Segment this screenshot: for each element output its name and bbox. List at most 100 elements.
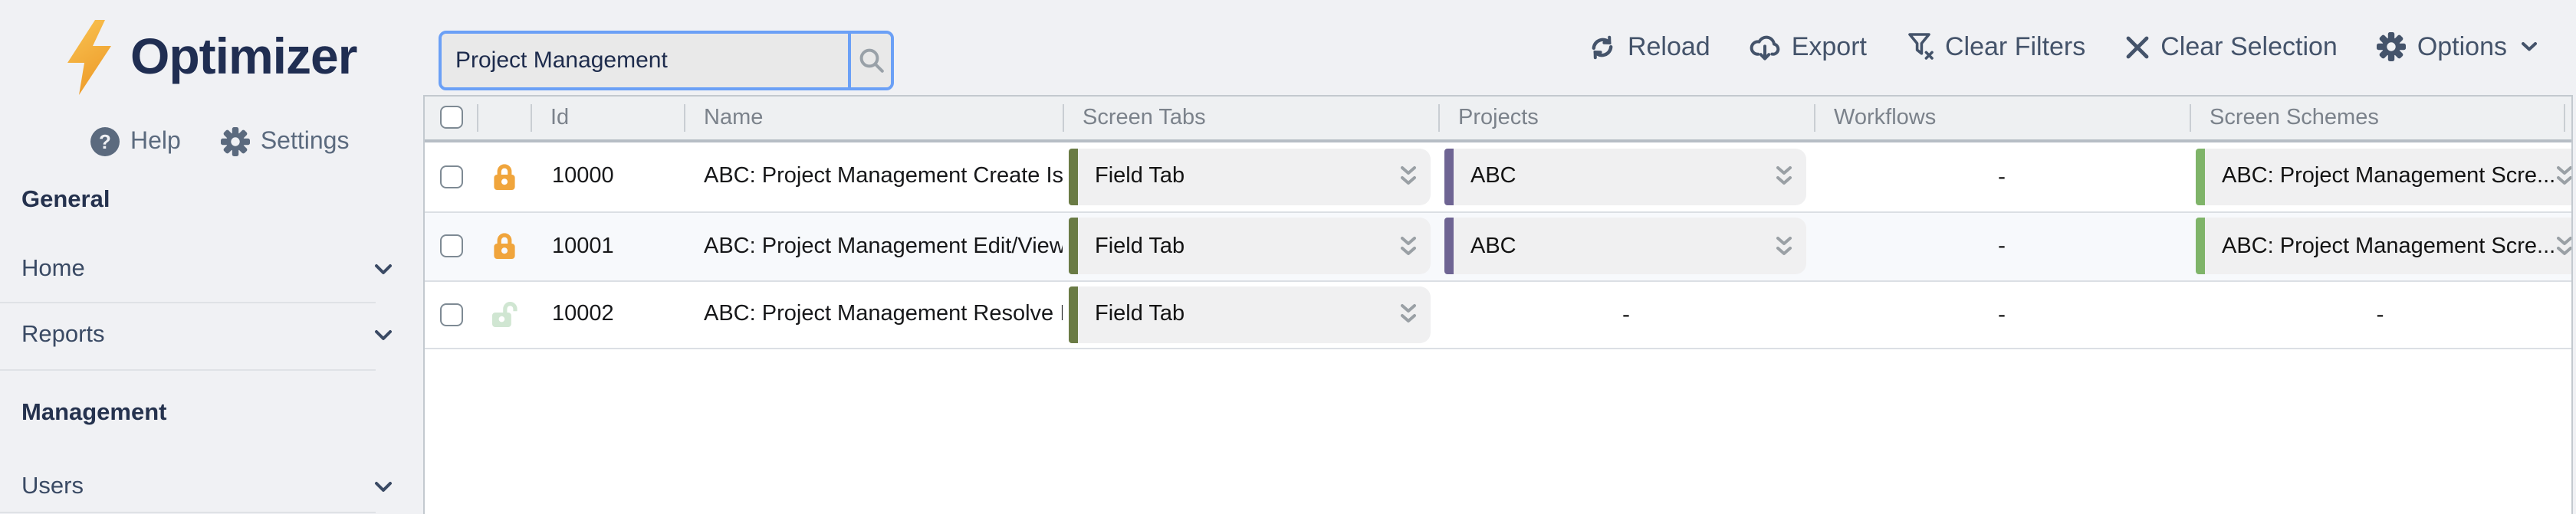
clear-filters-button[interactable]: Clear Filters — [1907, 32, 2085, 63]
gear-icon — [220, 127, 250, 156]
column-header-screen-schemes[interactable]: Screen Schemes — [2190, 96, 2564, 139]
table-row: 10000 ABC: Project Management Create Iss… — [425, 142, 2571, 212]
sidebar-item-label: Home — [21, 256, 85, 282]
project-color-bar — [1444, 148, 1454, 205]
workflows-cell: - — [1998, 163, 2006, 189]
column-header-projects[interactable]: Projects — [1438, 96, 1814, 139]
row-id: 10001 — [552, 234, 614, 258]
settings-button[interactable]: Settings — [220, 127, 350, 156]
double-chevron-icon[interactable] — [1400, 303, 1417, 325]
column-header-screen-tabs[interactable]: Screen Tabs — [1063, 96, 1438, 139]
clear-selection-button[interactable]: Clear Selection — [2125, 32, 2338, 63]
screen-tab-dropdown[interactable]: Field Tab — [1069, 218, 1431, 274]
lock-open-icon — [490, 300, 518, 329]
double-chevron-icon[interactable] — [2555, 235, 2571, 257]
screen-tabs-cell: Field Tab — [1063, 212, 1438, 280]
screen-schemes-cell: ABC: Project Management Scre... — [2190, 142, 2571, 211]
project-dropdown[interactable]: ABC — [1444, 148, 1806, 205]
export-icon — [1750, 34, 1781, 61]
screen-tabs-cell: Field Tab — [1063, 281, 1438, 347]
screen-scheme-color-bar — [2196, 218, 2205, 274]
sidebar-item-reports[interactable]: Reports — [21, 322, 393, 349]
sidebar-item-label: Reports — [21, 322, 105, 348]
project-dropdown[interactable]: ABC — [1444, 218, 1806, 274]
project-value: ABC — [1470, 234, 1516, 258]
screen-tab-value: Field Tab — [1095, 164, 1185, 188]
sidebar-item-users[interactable]: Users — [21, 473, 393, 501]
row-checkbox[interactable] — [439, 303, 462, 326]
screen-tab-color-bar — [1069, 148, 1078, 205]
projects-cell: ABC — [1438, 142, 1814, 211]
options-gear-icon — [2377, 32, 2407, 62]
clear-filters-icon — [1907, 33, 1934, 62]
double-chevron-icon[interactable] — [1776, 165, 1792, 187]
settings-label: Settings — [260, 128, 350, 154]
projects-cell: ABC — [1438, 212, 1814, 280]
export-label: Export — [1791, 31, 1867, 61]
divider — [848, 33, 851, 87]
search-input[interactable] — [442, 33, 848, 87]
screen-tab-value: Field Tab — [1095, 302, 1185, 326]
screen-tab-color-bar — [1069, 286, 1078, 342]
export-button[interactable]: Export — [1750, 32, 1867, 63]
options-label: Options — [2417, 31, 2507, 61]
lock-closed-icon — [491, 231, 516, 260]
screen-tab-dropdown[interactable]: Field Tab — [1069, 286, 1431, 342]
divider — [0, 369, 376, 371]
project-value: ABC — [1470, 164, 1516, 188]
column-header-id[interactable]: Id — [531, 96, 684, 139]
select-all-cell — [425, 96, 477, 139]
screen-schemes-cell: - — [2376, 301, 2384, 327]
chevron-down-icon — [374, 329, 393, 342]
lock-closed-icon — [491, 162, 516, 191]
table-header: Id Name Screen Tabs Projects Workflows S… — [425, 96, 2571, 142]
screen-scheme-value: ABC: Project Management Scre... — [2222, 164, 2556, 188]
search-box — [439, 30, 894, 90]
sidebar: Optimizer ? Help — [0, 0, 423, 514]
double-chevron-icon[interactable] — [1400, 235, 1417, 257]
double-chevron-icon[interactable] — [2555, 165, 2571, 187]
clear-selection-icon — [2125, 35, 2150, 60]
sidebar-section-management: Management — [21, 400, 167, 426]
column-header-name[interactable]: Name — [684, 96, 1063, 139]
lock-column-header — [477, 96, 531, 139]
help-icon: ? — [90, 127, 120, 156]
double-chevron-icon[interactable] — [1400, 165, 1417, 187]
select-all-checkbox[interactable] — [439, 106, 462, 129]
row-name: ABC: Project Management Edit/View Issu — [704, 234, 1063, 258]
divider — [0, 302, 376, 303]
screen-scheme-dropdown[interactable]: ABC: Project Management Scre... — [2196, 148, 2571, 205]
screen-scheme-value: ABC: Project Management Scre... — [2222, 234, 2556, 258]
reload-icon — [1589, 34, 1617, 61]
help-button[interactable]: ? Help — [90, 127, 181, 156]
search-button[interactable] — [851, 33, 891, 87]
workflows-cell: - — [1998, 233, 2006, 259]
project-color-bar — [1444, 218, 1454, 274]
row-id: 10002 — [552, 302, 614, 326]
search-icon — [858, 47, 884, 73]
row-checkbox[interactable] — [439, 234, 462, 257]
options-button[interactable]: Options — [2377, 32, 2538, 63]
sidebar-quick-links: ? Help Settings — [90, 127, 349, 156]
screen-tabs-cell: Field Tab — [1063, 142, 1438, 211]
divider — [0, 512, 376, 513]
screen-schemes-cell: ABC: Project Management Scre... — [2190, 212, 2571, 280]
app-logo: Optimizer — [64, 15, 357, 98]
screen-scheme-dropdown[interactable]: ABC: Project Management Scre... — [2196, 218, 2571, 274]
chevron-down-icon — [2521, 42, 2538, 53]
lightning-bolt-icon — [64, 19, 113, 94]
row-checkbox[interactable] — [439, 165, 462, 188]
sidebar-item-label: Users — [21, 473, 84, 499]
screen-tab-color-bar — [1069, 218, 1078, 274]
column-header-workflows[interactable]: Workflows — [1814, 96, 2190, 139]
sidebar-item-home[interactable]: Home — [21, 256, 393, 283]
screen-tab-dropdown[interactable]: Field Tab — [1069, 148, 1431, 205]
row-name: ABC: Project Management Resolve Issue — [704, 302, 1063, 326]
workflows-cell: - — [1998, 301, 2006, 327]
clear-filters-label: Clear Filters — [1945, 31, 2086, 61]
row-id: 10000 — [552, 164, 614, 188]
chevron-down-icon — [374, 264, 393, 276]
double-chevron-icon[interactable] — [1776, 235, 1792, 257]
reload-button[interactable]: Reload — [1589, 32, 1710, 63]
